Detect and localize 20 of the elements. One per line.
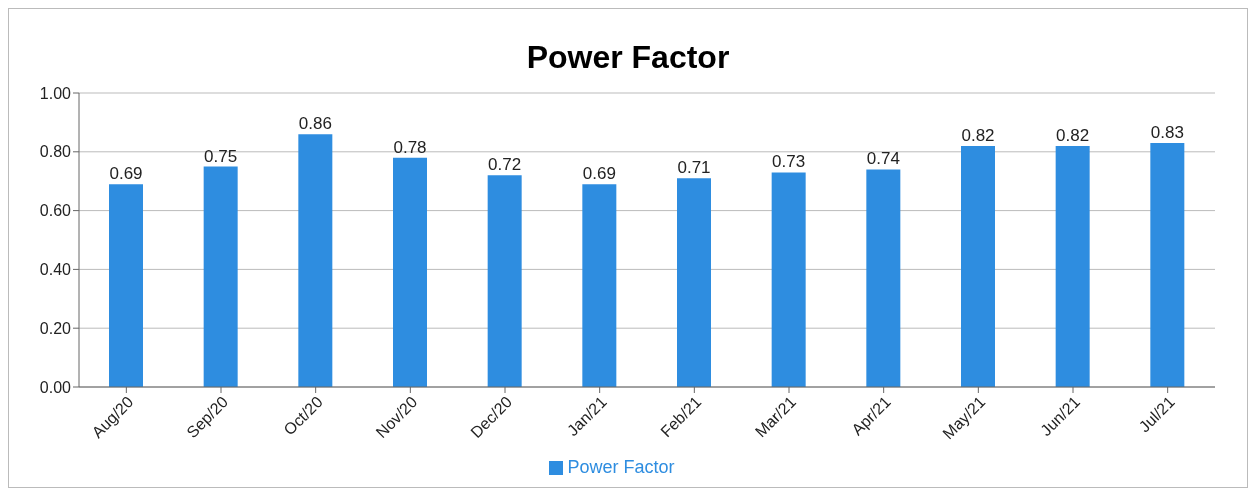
y-tick-label: 0.00 [39, 378, 72, 396]
data-label: 0.82 [1056, 125, 1090, 145]
y-tick-label: 0.40 [39, 261, 72, 279]
chart-title: Power Factor [525, 38, 731, 77]
data-label: 0.72 [488, 155, 522, 175]
y-tick-label: 0.60 [39, 202, 72, 220]
data-label: 0.83 [1150, 122, 1184, 142]
data-label: 0.74 [866, 149, 900, 169]
data-label: 0.75 [204, 146, 238, 166]
data-label: 0.78 [393, 137, 427, 157]
data-label: 0.82 [961, 125, 995, 145]
data-label: 0.69 [109, 164, 143, 184]
y-tick-label: 0.20 [39, 319, 72, 337]
data-label: 0.71 [677, 158, 711, 178]
y-tick-label: 1.00 [39, 84, 72, 102]
data-label: 0.73 [772, 152, 806, 172]
data-label: 0.86 [298, 114, 332, 134]
data-label: 0.69 [582, 164, 616, 184]
y-tick-label: 0.80 [39, 143, 72, 161]
legend-label: Power Factor [567, 457, 675, 477]
